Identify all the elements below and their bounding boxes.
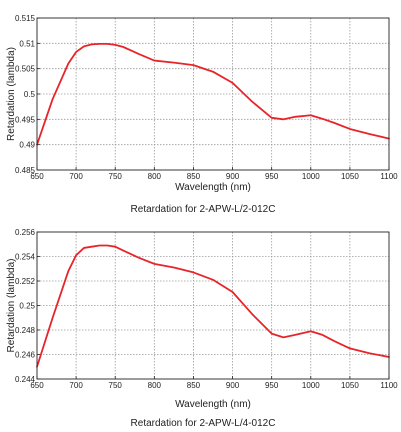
- x-tick-label: 650: [30, 172, 44, 181]
- chart-panel-2: 650 700 750 800 850 900 950 1000 1050 1100 0.244 0.…: [6, 228, 398, 429]
- x-tick-label: 900: [226, 172, 240, 181]
- x-tick-label: 700: [69, 381, 83, 390]
- y-tick-label: 0.505: [15, 65, 36, 74]
- y-tick-label: 0.485: [15, 166, 36, 175]
- y-tick-label: 0.495: [15, 115, 36, 124]
- plot-area: [37, 18, 389, 170]
- y-tick-label: 0.252: [15, 277, 36, 286]
- x-axis-label: Wavelength (nm): [175, 182, 251, 193]
- y-tick-label: 0.515: [15, 14, 36, 23]
- y-tick-label: 0.248: [15, 326, 36, 335]
- x-tick-label: 1000: [302, 172, 320, 181]
- x-tick-label: 750: [109, 381, 123, 390]
- chart-caption: Retardation for 2-APW-L/2-012C: [131, 204, 276, 215]
- x-tick-label: 800: [148, 381, 162, 390]
- y-tick-label: 0.244: [15, 375, 36, 384]
- x-tick-label: 650: [30, 381, 44, 390]
- y-tick-label: 0.5: [24, 90, 36, 99]
- x-tick-label: 850: [187, 172, 201, 181]
- x-tick-label: 1050: [341, 381, 359, 390]
- x-tick-label: 800: [148, 172, 162, 181]
- y-tick-label: 0.25: [19, 302, 35, 311]
- x-tick-label: 750: [109, 172, 123, 181]
- x-tick-label: 900: [226, 381, 240, 390]
- y-axis-label: Retardation (lambda): [6, 259, 17, 353]
- y-tick-label: 0.246: [15, 351, 36, 360]
- x-axis-label: Wavelength (nm): [175, 399, 251, 410]
- x-tick-label: 950: [265, 172, 279, 181]
- y-tick-label: 0.51: [19, 39, 35, 48]
- x-tick-label: 1050: [341, 172, 359, 181]
- plot-area: [37, 232, 389, 379]
- y-tick-label: 0.254: [15, 253, 36, 262]
- x-tick-label: 1000: [302, 381, 320, 390]
- series-line-1: [36, 42, 390, 146]
- y-axis-label: Retardation (lambda): [6, 47, 17, 141]
- x-tick-label: 950: [265, 381, 279, 390]
- chart-panel-1: 650 700 750 800 850 900 950 1000 1050 1100 0.485 0.…: [6, 14, 398, 215]
- series-line-1: [36, 244, 390, 368]
- x-tick-label: 1100: [380, 172, 398, 181]
- x-tick-label: 1100: [380, 381, 398, 390]
- x-tick-label: 850: [187, 381, 201, 390]
- x-tick-label: 700: [69, 172, 83, 181]
- y-tick-label: 0.49: [19, 141, 35, 150]
- y-tick-label: 0.256: [15, 228, 36, 237]
- chart-caption: Retardation for 2-APW-L/4-012C: [131, 418, 276, 429]
